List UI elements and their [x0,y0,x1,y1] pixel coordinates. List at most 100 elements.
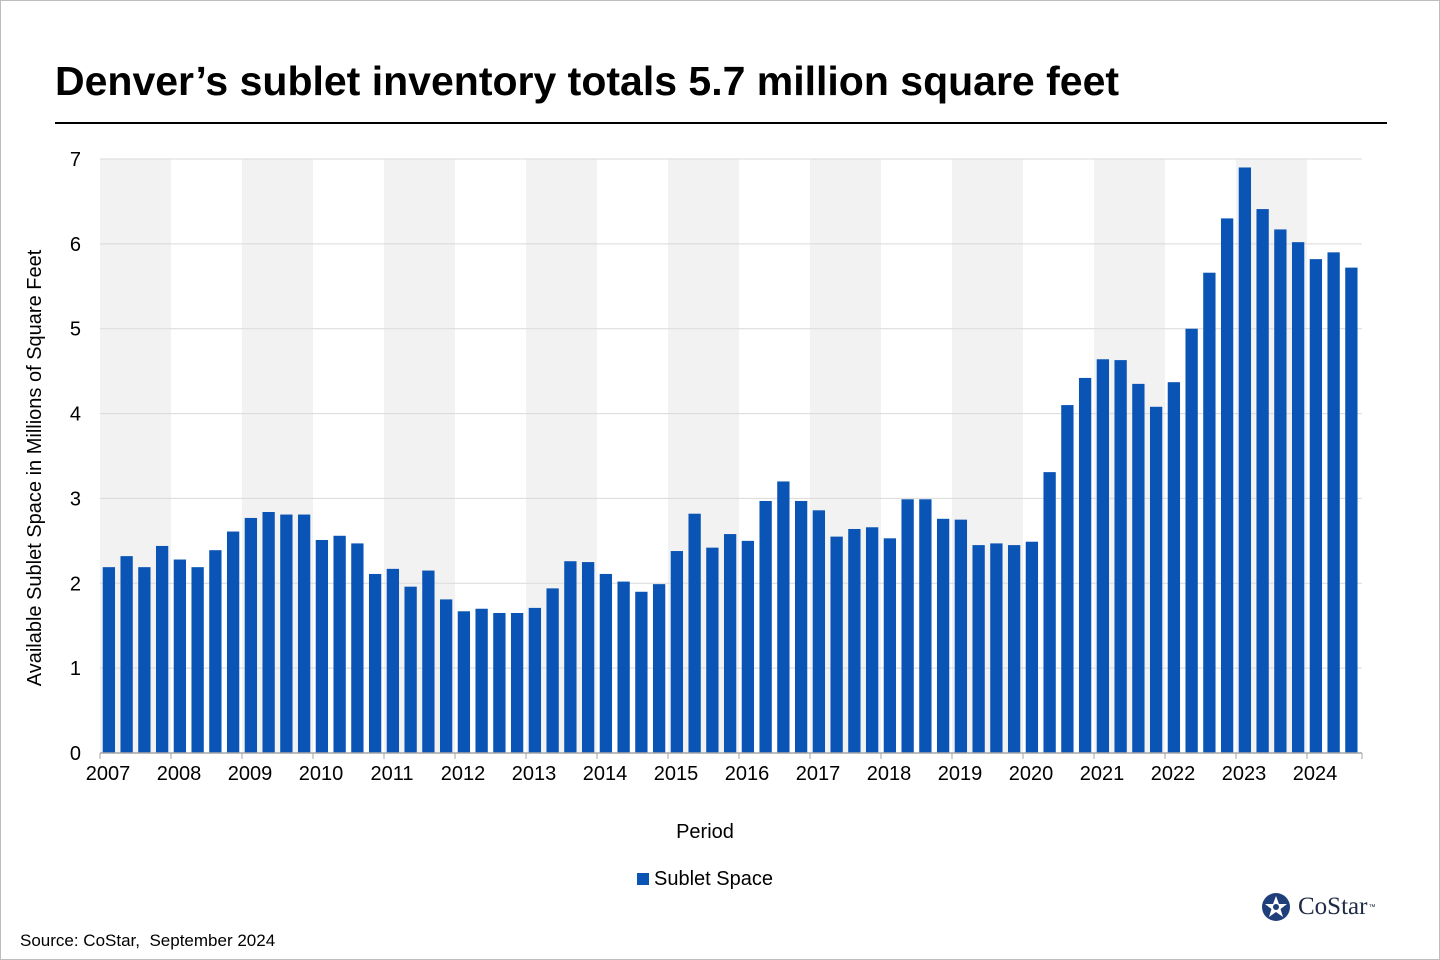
bar [1185,328,1198,753]
bar [972,545,985,753]
x-tick-label: 2023 [1222,763,1267,785]
bar [422,570,435,753]
bar [1203,272,1216,753]
bar [510,612,524,753]
bar [315,540,329,753]
x-tick-label: 2019 [938,763,983,785]
bar [1149,406,1163,753]
x-tick-label: 2024 [1293,763,1338,785]
bar [1256,209,1269,753]
costar-logo: CoStar ™ [1260,891,1375,923]
bar [848,528,861,753]
y-tick-label: 2 [70,573,81,595]
bar [794,500,808,753]
bar [1345,267,1358,753]
x-tick-label: 2010 [299,763,344,785]
bar [883,538,897,753]
bar [564,561,577,753]
bar [457,611,471,753]
bar [262,512,275,753]
bar [1274,229,1287,754]
legend: Sublet Space [637,867,773,891]
x-tick-labels: 2007 2008 2009 2010 2011 2012 2013 2014 2015 2016… [86,763,1338,785]
bar [1096,359,1110,753]
x-tick-label: 2008 [157,763,202,785]
bar [1132,383,1145,753]
x-tick-label: 2011 [370,763,413,785]
y-tick-label: 3 [70,488,81,510]
legend-swatch [637,873,649,885]
bar [280,514,293,753]
bar [688,513,701,753]
y-tick-labels: 0 1 2 3 4 5 6 7 [70,149,81,765]
logo-wordmark: CoStar [1298,893,1368,920]
bar [1078,377,1092,753]
bar [599,573,613,753]
bar [1327,252,1340,754]
legend-label: Sublet Space [654,867,773,890]
bar [1061,405,1074,753]
bar [386,568,400,753]
bar [741,540,755,753]
bar [1167,382,1181,753]
bar [777,481,790,753]
bar [191,567,204,753]
bars [102,167,1358,754]
bar [138,567,151,753]
bar [351,543,364,753]
bar [1043,472,1056,753]
bar [759,500,772,753]
y-tick-label: 7 [70,149,81,171]
y-tick-label: 5 [70,319,81,341]
x-tick-label: 2020 [1009,763,1054,785]
x-tick-label: 2017 [796,763,841,785]
x-tick-label: 2007 [86,763,131,785]
y-axis-label: Available Sublet Space in Millions of Sq… [24,249,46,686]
bar [1309,259,1323,753]
bar [581,562,595,753]
bar [404,586,417,753]
x-tick-label: 2014 [583,763,628,785]
x-tick-label: 2016 [725,763,770,785]
x-tick-label: 2022 [1151,763,1196,785]
bar [333,535,346,753]
bar [546,588,559,753]
bar [723,534,737,753]
x-tick-label: 2018 [867,763,912,785]
bar [209,550,222,753]
bar [368,573,382,753]
bar [226,531,240,753]
bar [652,584,666,753]
bar [475,608,488,753]
x-tick-label: 2012 [441,763,486,785]
bar [1291,242,1305,753]
bar [297,514,311,753]
year-bands [100,159,1307,753]
bar [1114,360,1127,753]
bar [155,545,169,753]
bar [493,612,506,753]
bar [439,599,453,753]
title-divider [55,122,1387,124]
y-tick-label: 4 [70,404,81,426]
bar [865,527,879,753]
x-tick-label: 2013 [512,763,557,785]
bar [936,518,950,753]
y-tick-label: 1 [70,658,81,680]
bar [244,517,258,753]
bar [120,556,133,753]
bar [617,581,630,753]
bar [954,519,968,753]
bar [670,551,684,753]
bar [1238,167,1252,753]
source-note: Source: CoStar, September 2024 [20,931,276,950]
x-tick-label: 2021 [1080,763,1125,785]
bar [1025,541,1039,753]
x-tick-label: 2015 [654,763,699,785]
logo-trademark: ™ [1368,903,1376,911]
bar [812,510,826,753]
bar [528,607,542,753]
bar [706,547,719,753]
